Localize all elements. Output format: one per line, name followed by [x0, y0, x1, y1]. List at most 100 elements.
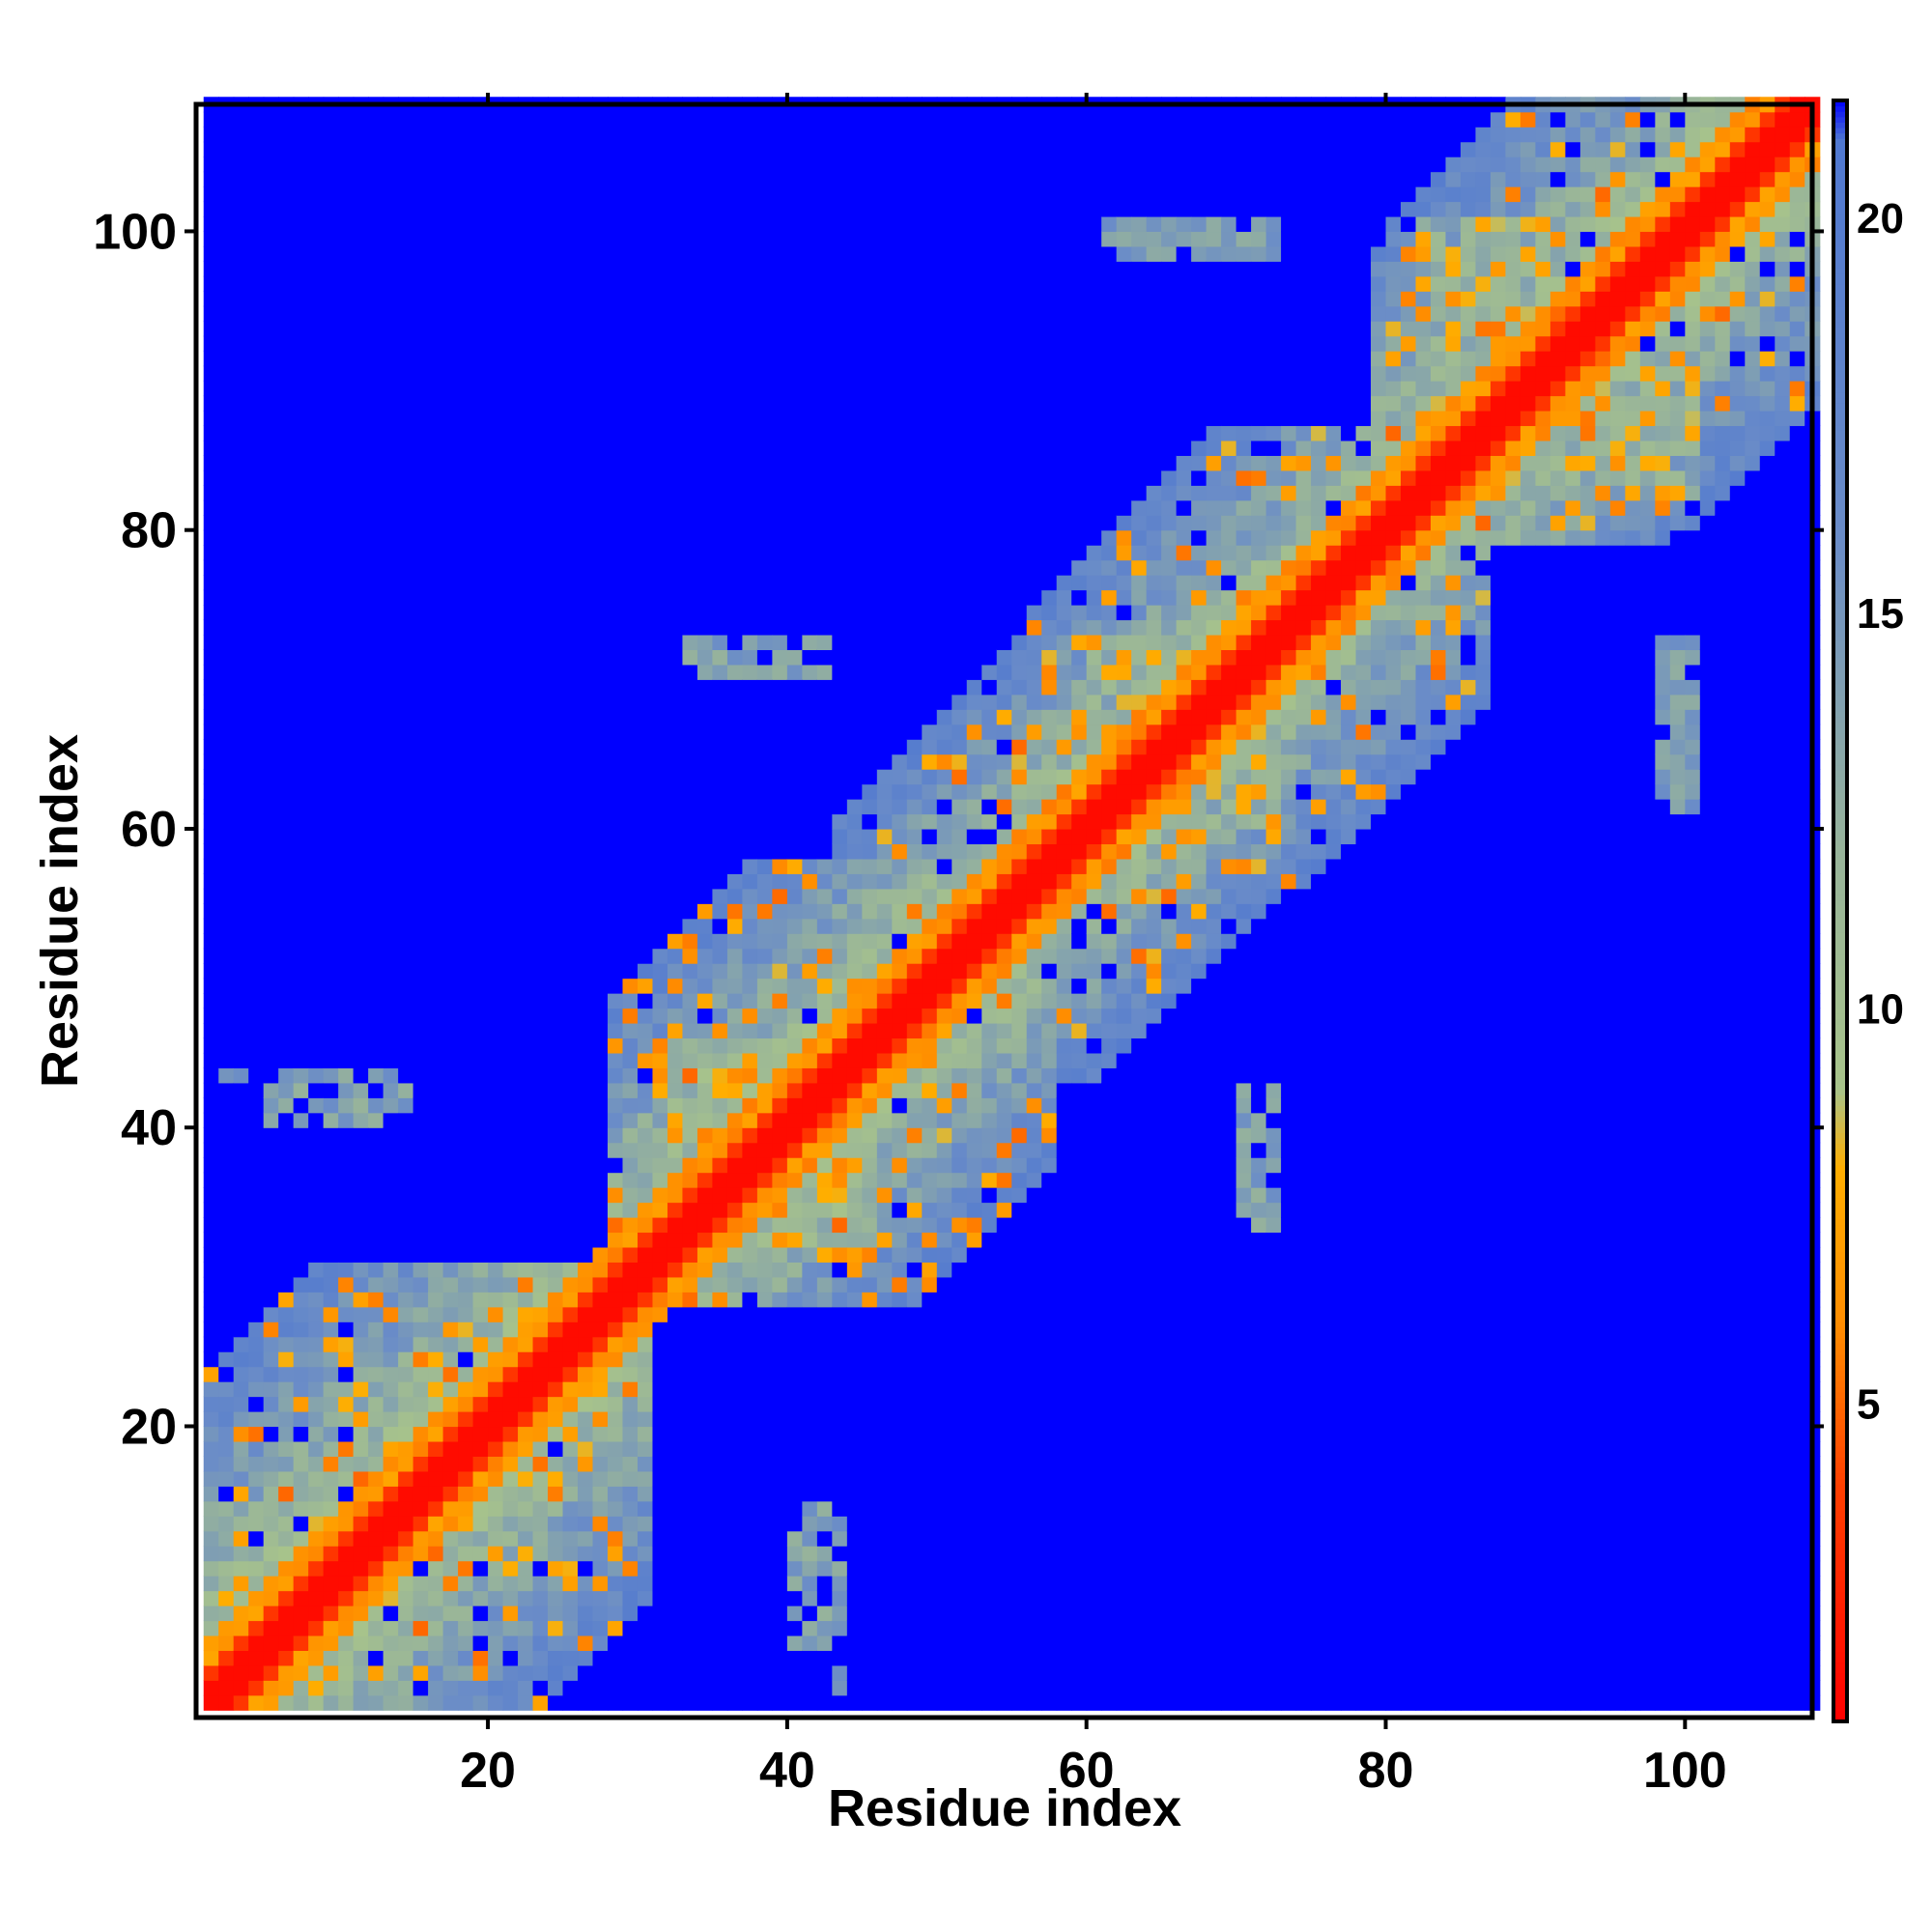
heatmap-cell: [712, 1052, 728, 1068]
heatmap-cell: [398, 1232, 414, 1248]
heatmap-cell: [548, 813, 564, 830]
heatmap-cell: [338, 963, 355, 980]
heatmap-cell: [832, 619, 848, 636]
heatmap-cell: [876, 1157, 893, 1174]
heatmap-cell: [726, 425, 744, 441]
heatmap-cell: [488, 858, 504, 874]
heatmap-cell: [772, 933, 788, 950]
heatmap-cell: [233, 828, 249, 845]
heatmap-cell: [398, 1037, 414, 1054]
heatmap-cell: [592, 1546, 609, 1562]
heatmap-cell: [488, 1605, 504, 1622]
heatmap-cell: [772, 1172, 788, 1188]
heatmap-cell: [412, 499, 429, 516]
heatmap-cell: [532, 903, 549, 920]
heatmap-cell: [667, 589, 684, 606]
heatmap-cell: [278, 1694, 295, 1711]
heatmap-cell: [518, 1262, 534, 1278]
heatmap-cell: [726, 1037, 744, 1054]
heatmap-cell: [592, 1351, 609, 1368]
heatmap-cell: [278, 843, 295, 860]
heatmap-cell: [263, 634, 279, 650]
heatmap-cell: [442, 709, 459, 725]
heatmap-cell: [562, 993, 579, 1009]
heatmap-cell: [442, 1500, 459, 1517]
heatmap-cell: [218, 1037, 235, 1054]
heatmap-cell: [383, 1426, 399, 1442]
heatmap-cell: [712, 201, 728, 217]
heatmap-cell: [532, 1530, 549, 1547]
heatmap-cell: [862, 724, 878, 740]
heatmap-cell: [518, 843, 534, 860]
heatmap-cell: [712, 515, 728, 531]
heatmap-cell: [816, 873, 833, 890]
heatmap-cell: [548, 888, 564, 904]
heatmap-cell: [562, 1634, 579, 1652]
heatmap-cell: [667, 455, 684, 471]
heatmap-cell: [398, 559, 414, 576]
heatmap-cell: [428, 1351, 444, 1368]
heatmap-cell: [338, 1560, 355, 1577]
heatmap-cell: [652, 1381, 668, 1398]
heatmap-cell: [846, 1620, 863, 1636]
heatmap-cell: [548, 1396, 564, 1412]
heatmap-cell: [412, 948, 429, 964]
heatmap-cell: [772, 1232, 788, 1248]
heatmap-cell: [548, 1620, 564, 1636]
heatmap-cell: [682, 215, 698, 233]
heatmap-cell: [756, 1097, 773, 1114]
heatmap-cell: [458, 1486, 474, 1502]
heatmap-cell: [562, 634, 579, 650]
heatmap-cell: [548, 619, 564, 636]
heatmap-cell: [667, 769, 684, 785]
heatmap-cell: [756, 589, 773, 606]
heatmap-cell: [412, 843, 429, 860]
heatmap-cell: [846, 156, 863, 173]
heatmap-cell: [248, 1590, 265, 1606]
heatmap-cell: [772, 1470, 788, 1487]
heatmap-cell: [892, 1292, 908, 1308]
heatmap-cell: [622, 1336, 639, 1352]
heatmap-cell: [218, 753, 235, 770]
heatmap-cell: [786, 261, 803, 277]
heatmap-cell: [353, 395, 369, 412]
heatmap-cell: [562, 813, 579, 830]
heatmap-cell: [368, 156, 384, 173]
heatmap-cell: [248, 410, 265, 427]
heatmap-cell: [323, 335, 339, 352]
heatmap-cell: [548, 799, 564, 815]
heatmap-cell: [502, 1292, 519, 1308]
heatmap-cell: [832, 948, 848, 964]
heatmap-cell: [712, 395, 728, 412]
heatmap-cell: [578, 888, 594, 904]
heatmap-cell: [832, 903, 848, 920]
heatmap-cell: [772, 1067, 788, 1084]
heatmap-cell: [458, 395, 474, 412]
heatmap-cell: [502, 231, 519, 247]
heatmap-cell: [876, 499, 893, 516]
heatmap-cell: [278, 1292, 295, 1308]
heatmap-cell: [712, 963, 728, 980]
heatmap-cell: [203, 1634, 219, 1652]
heatmap-cell: [742, 649, 758, 666]
heatmap-cell: [458, 649, 474, 666]
heatmap-cell: [518, 485, 534, 501]
heatmap-cell: [816, 261, 833, 277]
heatmap-cell: [263, 559, 279, 576]
heatmap-cell: [353, 545, 369, 561]
heatmap-cell: [383, 1022, 399, 1039]
heatmap-cell: [472, 381, 489, 397]
heatmap-cell: [502, 1634, 519, 1652]
heatmap-cell: [742, 425, 758, 441]
heatmap-cell: [472, 1590, 489, 1606]
heatmap-cell: [742, 156, 758, 173]
heatmap-cell: [667, 545, 684, 561]
heatmap-cell: [726, 1605, 744, 1622]
heatmap-cell: [353, 1411, 369, 1428]
heatmap-cell: [532, 1470, 549, 1487]
heatmap-cell: [458, 1292, 474, 1308]
heatmap-cell: [218, 410, 235, 427]
heatmap-cell: [518, 903, 534, 920]
heatmap-cell: [712, 559, 728, 576]
heatmap-cell: [562, 499, 579, 516]
